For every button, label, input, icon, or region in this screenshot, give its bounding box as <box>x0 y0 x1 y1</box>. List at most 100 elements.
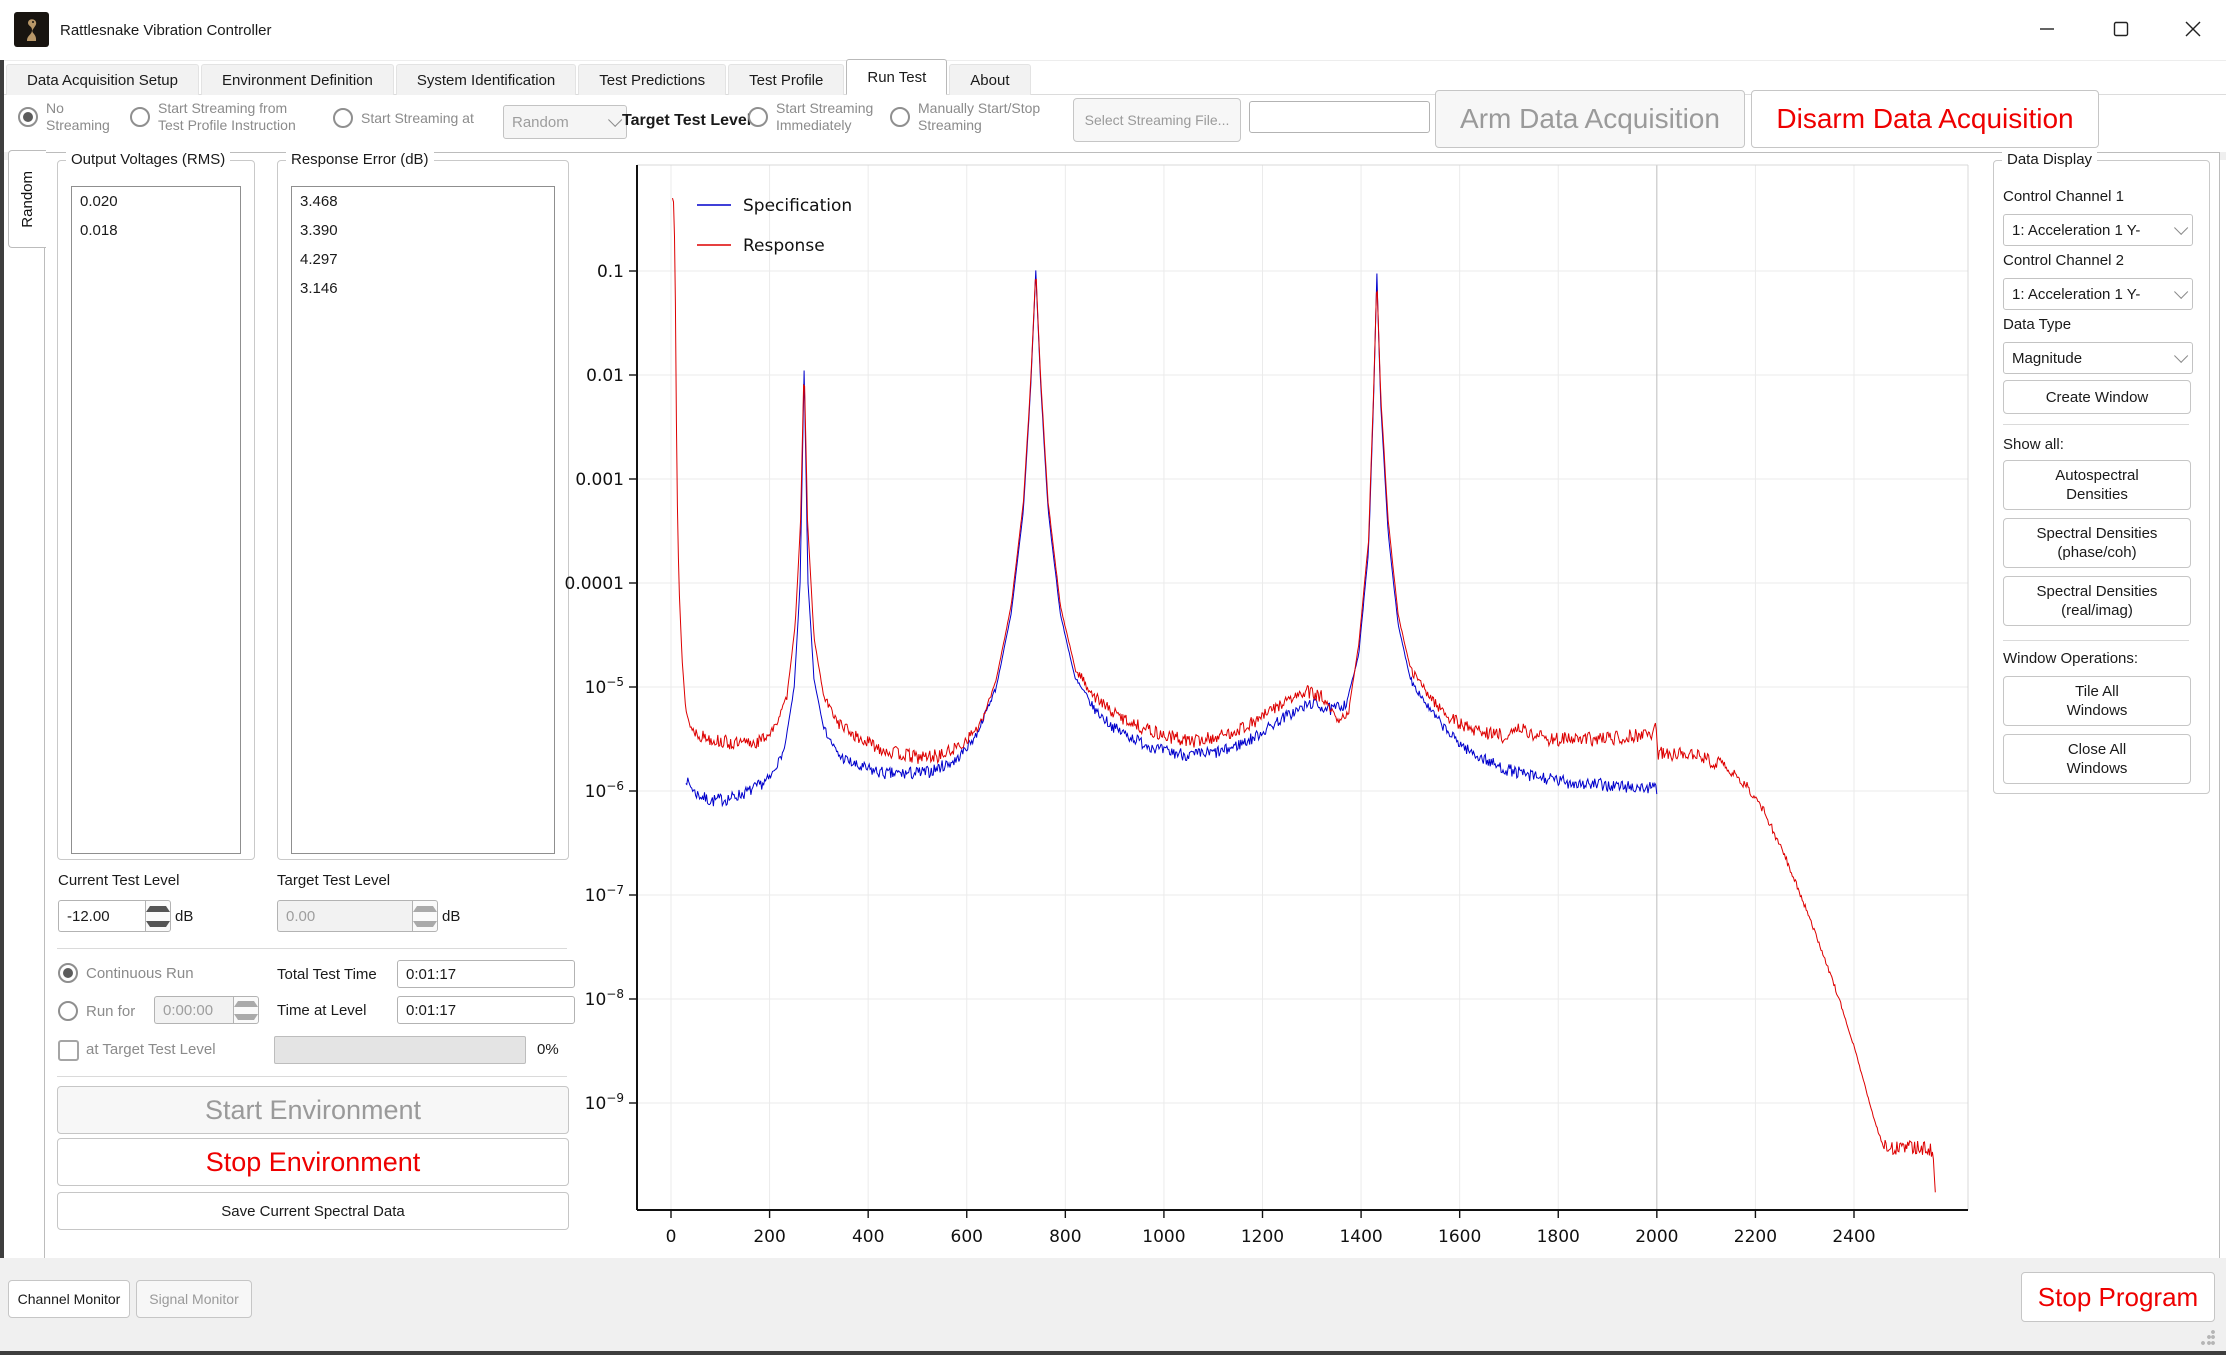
target-test-level-unit: dB <box>442 908 460 925</box>
tab-test-predictions[interactable]: Test Predictions <box>578 64 726 95</box>
stream-at-level-select[interactable]: Random <box>503 105 627 139</box>
time-at-level-field[interactable] <box>397 996 575 1024</box>
spectral-densities-real-imag-button[interactable]: Spectral Densities (real/imag) <box>2003 576 2191 626</box>
minimize-button[interactable] <box>2012 0 2082 58</box>
create-window-button[interactable]: Create Window <box>2003 380 2191 414</box>
start-environment-button[interactable]: Start Environment <box>57 1086 569 1134</box>
toolbar: No Streaming Start Streaming from Test P… <box>0 95 2226 152</box>
spinner-arrows[interactable] <box>412 900 438 932</box>
spinner-up-icon[interactable] <box>146 901 170 916</box>
list-item[interactable]: 0.018 <box>72 216 240 245</box>
legend-label-response: Response <box>743 236 825 256</box>
spinner-arrows[interactable] <box>233 996 259 1024</box>
control-channel-1-value: 1: Acceleration 1 Y- <box>2012 222 2140 239</box>
channel-monitor-button[interactable]: Channel Monitor <box>8 1280 130 1318</box>
tab-environment-definition[interactable]: Environment Definition <box>201 64 394 95</box>
tab-run-test[interactable]: Run Test <box>846 59 947 95</box>
autospectral-densities-button[interactable]: Autospectral Densities <box>2003 460 2191 510</box>
run-for-duration-spinbox[interactable]: 0:00:00 <box>154 996 259 1024</box>
radio-continuous-run[interactable]: Continuous Run <box>58 963 194 983</box>
radio-start-streaming-immediately[interactable]: Start Streaming Immediately <box>748 100 873 134</box>
time-at-level-label: Time at Level <box>277 1002 366 1019</box>
list-item[interactable]: 3.390 <box>292 216 554 245</box>
radio-label: Start Streaming Immediately <box>776 100 873 134</box>
x-tick-label: 1800 <box>1537 1227 1580 1247</box>
x-tick-label: 1000 <box>1142 1227 1185 1247</box>
radio-manually-start-stop[interactable]: Manually Start/Stop Streaming <box>890 100 1040 134</box>
stop-program-button[interactable]: Stop Program <box>2021 1272 2215 1322</box>
spinner-down-icon[interactable] <box>234 1010 258 1023</box>
radio-no-streaming[interactable]: No Streaming <box>18 100 110 134</box>
disarm-data-acquisition-button[interactable]: Disarm Data Acquisition <box>1751 90 2099 148</box>
spinner-up-icon[interactable] <box>234 997 258 1010</box>
resize-grip[interactable] <box>2200 1330 2216 1346</box>
tab-data-acquisition-setup[interactable]: Data Acquisition Setup <box>6 64 199 95</box>
radio-icon <box>130 107 150 127</box>
radio-run-for[interactable]: Run for <box>58 1001 135 1021</box>
at-target-test-level-checkbox[interactable] <box>58 1040 79 1061</box>
divider <box>57 1076 567 1077</box>
chevron-down-icon <box>608 113 622 127</box>
window-title: Rattlesnake Vibration Controller <box>60 0 272 60</box>
current-test-level-spinbox[interactable]: -12.00 <box>58 900 171 932</box>
list-item[interactable]: 4.297 <box>292 245 554 274</box>
series-specification <box>686 270 1657 806</box>
time-at-level-progressbar <box>274 1036 526 1064</box>
list-item[interactable]: 0.020 <box>72 187 240 216</box>
stop-environment-button[interactable]: Stop Environment <box>57 1138 569 1186</box>
x-tick-label: 2200 <box>1734 1227 1777 1247</box>
tab-system-identification[interactable]: System Identification <box>396 64 576 95</box>
radio-icon <box>18 107 38 127</box>
divider <box>2003 424 2189 425</box>
target-test-level-spinbox[interactable]: 0.00 <box>277 900 438 932</box>
chevron-down-icon <box>2174 285 2188 299</box>
streaming-file-input[interactable] <box>1249 101 1430 133</box>
close-button[interactable] <box>2158 0 2226 58</box>
list-item[interactable]: 3.468 <box>292 187 554 216</box>
environment-tab-random[interactable]: Random <box>8 150 46 248</box>
tab-about[interactable]: About <box>949 64 1030 95</box>
radio-icon <box>890 107 910 127</box>
radio-label: No Streaming <box>46 100 110 134</box>
radio-start-streaming-from-profile[interactable]: Start Streaming from Test Profile Instru… <box>130 100 296 134</box>
current-test-level-value: -12.00 <box>58 900 145 932</box>
control-channel-2-select[interactable]: 1: Acceleration 1 Y- <box>2003 278 2193 310</box>
signal-monitor-button[interactable]: Signal Monitor <box>136 1280 252 1318</box>
y-tick-label: 0.1 <box>597 262 624 282</box>
response-error-list[interactable]: 3.4683.3904.2973.146 <box>291 186 555 854</box>
x-tick-label: 400 <box>852 1227 884 1247</box>
select-streaming-file-button[interactable]: Select Streaming File... <box>1073 98 1241 142</box>
data-type-select[interactable]: Magnitude <box>2003 342 2193 374</box>
x-tick-label: 800 <box>1049 1227 1081 1247</box>
spinner-arrows[interactable] <box>145 900 171 932</box>
target-test-level-toolbar-label: Target Test Level <box>622 112 751 130</box>
y-tick-label: 10−5 <box>585 675 624 698</box>
spinner-up-icon[interactable] <box>413 901 437 916</box>
radio-icon <box>58 1001 78 1021</box>
x-tick-label: 600 <box>951 1227 983 1247</box>
continuous-run-label: Continuous Run <box>86 965 194 982</box>
save-current-spectral-data-button[interactable]: Save Current Spectral Data <box>57 1192 569 1230</box>
control-channel-1-select[interactable]: 1: Acceleration 1 Y- <box>2003 214 2193 246</box>
y-tick-label: 0.001 <box>575 470 624 490</box>
spectral-densities-phase-coh-button[interactable]: Spectral Densities (phase/coh) <box>2003 518 2191 568</box>
radio-start-streaming-at[interactable]: Start Streaming at <box>333 108 474 128</box>
tab-test-profile[interactable]: Test Profile <box>728 64 844 95</box>
radio-icon <box>333 108 353 128</box>
maximize-button[interactable] <box>2086 0 2156 58</box>
radio-label: Manually Start/Stop Streaming <box>918 100 1040 134</box>
tile-all-windows-button[interactable]: Tile All Windows <box>2003 676 2191 726</box>
spinner-down-icon[interactable] <box>413 916 437 931</box>
spectral-density-plot[interactable]: 0.10.010.0010.000110−510−610−710−810−902… <box>550 158 1990 1258</box>
spinner-down-icon[interactable] <box>146 916 170 931</box>
close-all-windows-button[interactable]: Close All Windows <box>2003 734 2191 784</box>
run-for-duration-value: 0:00:00 <box>154 996 233 1024</box>
series-response <box>673 198 1936 1192</box>
output-voltages-list[interactable]: 0.0200.018 <box>71 186 241 854</box>
x-tick-label: 1200 <box>1241 1227 1284 1247</box>
chevron-down-icon <box>2174 221 2188 235</box>
arm-data-acquisition-button[interactable]: Arm Data Acquisition <box>1435 90 1745 148</box>
list-item[interactable]: 3.146 <box>292 274 554 303</box>
total-test-time-field[interactable] <box>397 960 575 988</box>
snake-icon <box>19 17 45 43</box>
